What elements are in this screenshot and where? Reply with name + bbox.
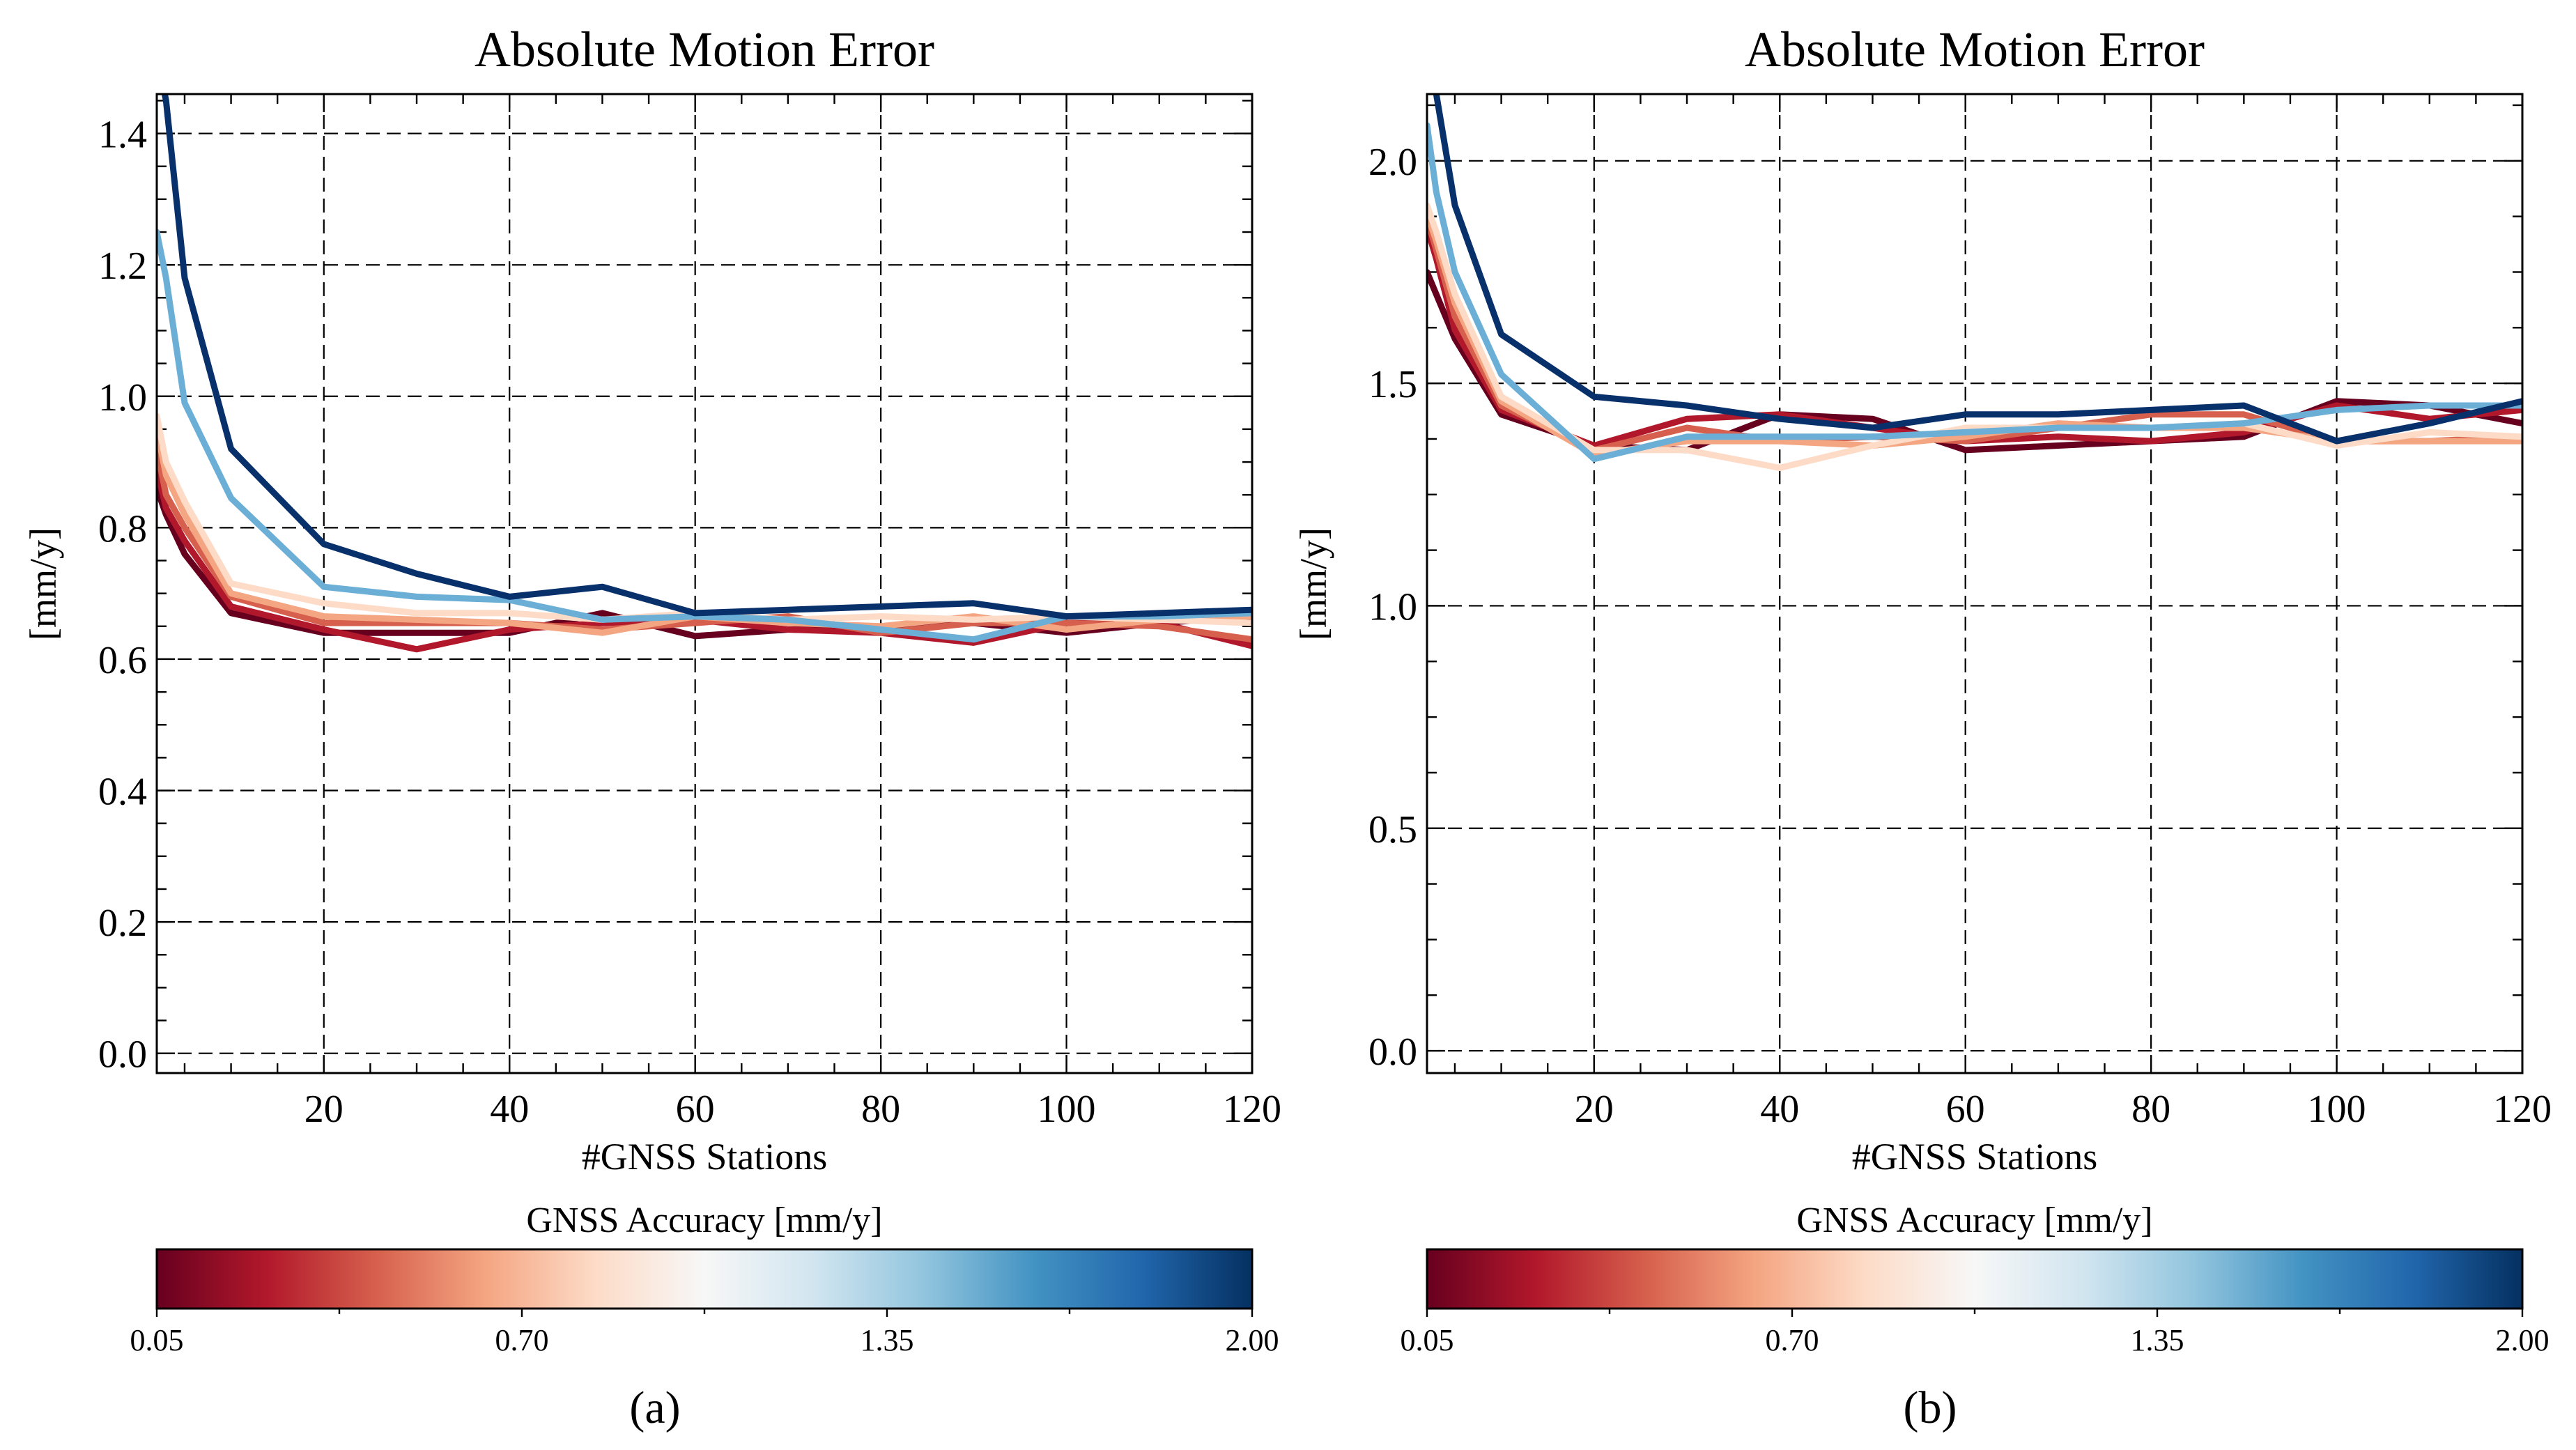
panel-label: (b): [1904, 1382, 1957, 1433]
plot-frame: [1426, 93, 2524, 1074]
colorbar: [1426, 1248, 2524, 1310]
colorbar-tick-label: 0.05: [130, 1323, 184, 1357]
y-tick-labels: 0.0 0.5 1.0 1.5 2.0: [1368, 141, 1417, 1074]
y-tick-label: 1.5: [1368, 363, 1417, 406]
y-tick-label: 1.2: [98, 245, 147, 288]
colorbar-tick-label: 0.70: [1766, 1323, 1819, 1357]
series-line-2.00: [1433, 94, 2522, 445]
x-tick-label: 80: [861, 1088, 900, 1131]
panel-label: (a): [629, 1382, 680, 1433]
colorbar-title: GNSS Accuracy [mm/y]: [526, 1201, 882, 1240]
colorbar-tick-label: 0.70: [495, 1323, 549, 1357]
y-tick-label: 0.0: [1368, 1031, 1417, 1074]
x-tick-labels: 20 40 60 80 100 120: [1575, 1088, 2552, 1131]
x-tick-label: 20: [1575, 1088, 1614, 1131]
y-tick-label: 0.8: [98, 507, 147, 550]
y-axis-label: [mm/y]: [1293, 527, 1334, 640]
x-tick-label: 40: [490, 1088, 529, 1131]
chart-title: Absolute Motion Error: [475, 22, 934, 77]
colorbar-title: GNSS Accuracy [mm/y]: [1796, 1201, 2152, 1240]
panel-a: Absolute Motion Error 0.0 0.2 0.4 0.6 0.8 1.0…: [22, 22, 1281, 1433]
colorbar-tick-label: 0.05: [1401, 1323, 1454, 1357]
colorbar-gradient: [157, 1249, 1252, 1309]
series-line-0.70: [1427, 202, 2522, 471]
y-tick-label: 1.0: [1368, 585, 1417, 628]
colorbar-gradient: [1427, 1249, 2522, 1309]
minor-ticks: [1427, 94, 2524, 1073]
y-tick-label: 0.0: [98, 1033, 147, 1077]
x-axis-label: #GNSS Stations: [1852, 1136, 2098, 1178]
y-tick-label: 0.2: [98, 902, 147, 945]
colorbar-tick-label: 1.35: [2131, 1323, 2184, 1357]
grid-lines: [1427, 94, 2522, 1073]
colorbar: [155, 1248, 1254, 1310]
x-tick-label: 60: [1946, 1088, 1985, 1131]
x-tick-label: 120: [2493, 1088, 2552, 1131]
colorbar-tick-label: 1.35: [861, 1323, 914, 1357]
x-tick-label: 120: [1223, 1088, 1281, 1131]
x-tick-label: 40: [1760, 1088, 1799, 1131]
series-line-2.00: [161, 94, 1252, 620]
colorbar-tick-labels: 0.05 0.70 1.35 2.00: [130, 1309, 1279, 1357]
x-tick-label: 20: [304, 1088, 344, 1131]
chart-title: Absolute Motion Error: [1745, 22, 2205, 77]
series-line-0.55: [1427, 210, 2522, 458]
y-tick-label: 0.5: [1368, 808, 1417, 851]
series-line-1.35: [157, 229, 1252, 643]
y-tick-label: 1.0: [98, 376, 147, 419]
series-line-0.70: [157, 412, 1252, 626]
x-tick-label: 100: [1038, 1088, 1096, 1131]
y-tick-label: 0.6: [98, 639, 147, 682]
series-line-0.20: [157, 465, 1252, 653]
y-tick-label: 0.4: [98, 771, 147, 814]
colorbar-tick-label: 2.00: [2496, 1323, 2550, 1357]
panel-b: Absolute Motion Error 0.0 0.5 1.0 1.5 2.0 20…: [1293, 22, 2552, 1433]
series-line-0.05: [1427, 269, 2522, 454]
x-tick-label: 100: [2308, 1088, 2366, 1131]
colorbar-tick-label: 2.00: [1226, 1323, 1279, 1357]
x-tick-labels: 20 40 60 80 100 120: [304, 1088, 1281, 1131]
series-lines: [1427, 94, 2522, 471]
x-tick-label: 80: [2131, 1088, 2170, 1131]
y-tick-label: 2.0: [1368, 141, 1417, 184]
y-axis-label: [mm/y]: [22, 527, 64, 640]
plot-frame: [155, 93, 1254, 1074]
y-tick-labels: 0.0 0.2 0.4 0.6 0.8 1.0 1.2 1.4: [98, 114, 147, 1077]
x-tick-label: 60: [676, 1088, 715, 1131]
series-lines: [157, 94, 1252, 653]
colorbar-tick-labels: 0.05 0.70 1.35 2.00: [1401, 1309, 2550, 1357]
minor-ticks: [157, 94, 1254, 1073]
x-axis-label: #GNSS Stations: [582, 1136, 828, 1178]
series-line-1.35: [1427, 122, 2522, 463]
y-tick-label: 1.4: [98, 114, 147, 157]
